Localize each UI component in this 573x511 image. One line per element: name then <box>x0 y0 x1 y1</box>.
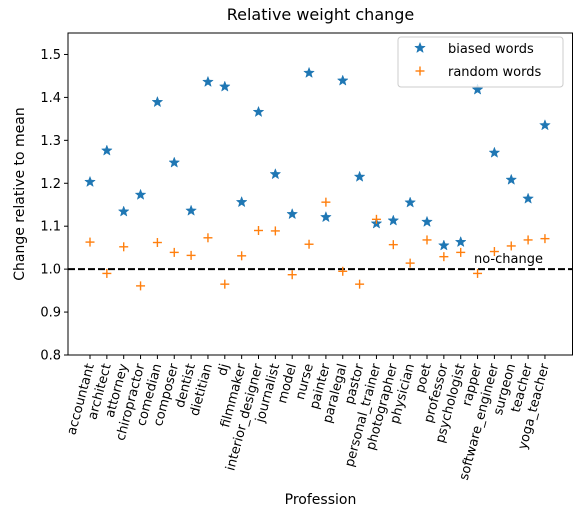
random-words-point <box>405 258 415 268</box>
biased-words-point <box>454 235 467 248</box>
biased-words-point <box>202 75 214 87</box>
random-words-point <box>422 235 432 245</box>
y-axis-label: Change relative to mean <box>12 107 28 281</box>
biased-words-point <box>404 196 417 208</box>
random-words-point <box>506 241 516 251</box>
x-axis-label: Profession <box>285 492 357 508</box>
biased-words-point <box>134 188 147 200</box>
random-words-point <box>338 266 348 276</box>
biased-words-point <box>252 105 265 118</box>
random-words-point <box>85 237 95 247</box>
biased-words-point <box>218 80 231 92</box>
biased-words-point <box>387 214 400 226</box>
random-words-point <box>473 268 483 278</box>
random-words-point <box>102 268 112 278</box>
y-tick-label: 1.1 <box>40 220 61 235</box>
y-tick-label: 1.3 <box>40 134 61 149</box>
biased-words-point <box>437 239 450 251</box>
random-words-point <box>489 247 499 257</box>
biased-words-point <box>269 168 282 180</box>
random-words-point <box>355 279 365 289</box>
legend-label-biased-words: biased words <box>448 42 534 57</box>
no-change-label: no-change <box>474 252 543 267</box>
biased-words-point <box>471 83 484 95</box>
biased-words-point <box>539 119 551 131</box>
y-tick-label: 1.2 <box>40 177 61 192</box>
legend-box <box>397 36 564 88</box>
random-words-point <box>186 250 196 260</box>
random-words-point <box>119 242 129 252</box>
y-tick-label: 0.9 <box>40 306 61 321</box>
legend-marker-biased-words <box>414 41 426 54</box>
legend: biased words random words <box>397 36 564 88</box>
y-tick-label: 0.8 <box>40 349 61 364</box>
x-tick-label: dj <box>215 362 233 377</box>
biased-words-point <box>522 192 535 204</box>
biased-words-point <box>235 195 248 208</box>
biased-words-point <box>319 210 332 223</box>
biased-words-point <box>505 173 518 185</box>
y-tick-label: 1.5 <box>40 48 61 63</box>
random-words-point <box>439 252 449 262</box>
biased-words-point <box>100 144 113 156</box>
legend-plus-icon <box>415 66 425 76</box>
biased-words-point <box>168 156 181 168</box>
legend-marker-random-words <box>415 66 425 76</box>
y-tick-label: 1.0 <box>40 263 61 278</box>
random-words-point <box>270 226 280 236</box>
random-words-point <box>220 279 230 289</box>
random-words-point <box>136 281 146 291</box>
random-words-point <box>388 240 398 250</box>
biased-words-point <box>353 170 366 182</box>
random-words-point <box>287 270 297 280</box>
random-words-point <box>540 234 550 244</box>
y-tick-label: 1.4 <box>40 91 61 106</box>
biased-words-point <box>336 74 349 86</box>
random-words-point <box>169 247 179 257</box>
biased-words-point <box>117 205 130 217</box>
data-points <box>84 66 551 291</box>
random-words-point <box>456 247 466 257</box>
chart-title: Relative weight change <box>227 5 415 24</box>
random-words-point <box>237 251 247 261</box>
random-words-point <box>523 235 533 245</box>
biased-words-point <box>185 204 198 216</box>
legend-label-random-words: random words <box>448 65 542 80</box>
biased-words-point <box>421 215 433 227</box>
random-words-point <box>254 225 263 235</box>
random-words-point <box>203 233 213 243</box>
biased-words-point <box>286 207 299 220</box>
x-tick-label: poet <box>413 362 435 394</box>
biased-words-point <box>151 95 164 108</box>
biased-words-point <box>488 146 501 158</box>
legend-star-icon <box>414 41 426 54</box>
random-words-point <box>321 197 331 207</box>
random-words-point <box>152 238 162 248</box>
biased-words-point <box>84 175 96 188</box>
random-words-point <box>371 214 381 224</box>
random-words-point <box>304 239 314 249</box>
biased-words-point <box>303 66 315 78</box>
